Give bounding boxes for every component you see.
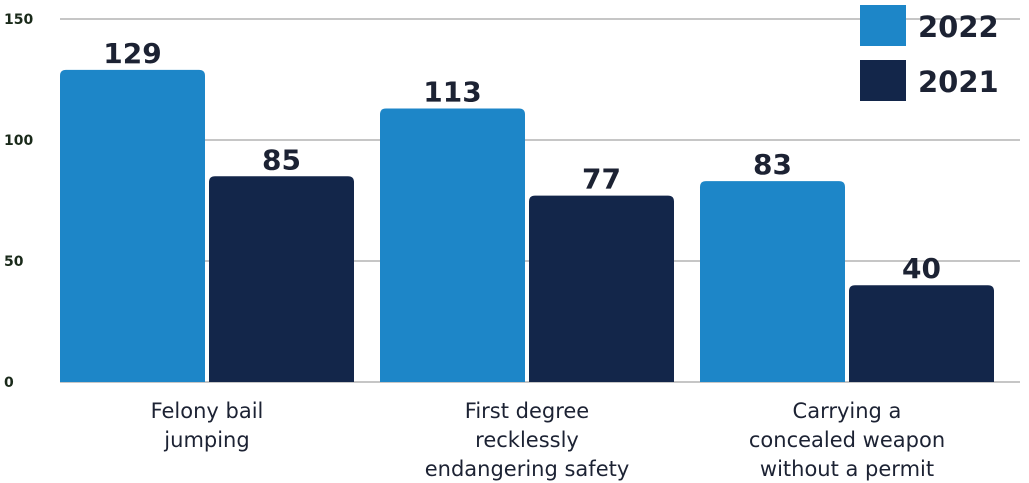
category-label-2-line-0: Carrying a — [793, 399, 902, 423]
category-label-0-line-1: jumping — [163, 428, 249, 452]
category-label-1-line-1: recklessly — [475, 428, 579, 452]
data-label-2022-1: 113 — [423, 76, 481, 109]
legend: 2022 2021 — [860, 5, 999, 101]
bar-2022-1 — [380, 108, 525, 382]
y-tick-label: 50 — [4, 254, 24, 270]
bar-2022-0 — [60, 69, 205, 382]
category-label-1-line-2: endangering safety — [425, 457, 630, 481]
legend-swatch-2022 — [860, 5, 906, 46]
bars — [60, 69, 994, 382]
data-label-2022-2: 83 — [753, 148, 792, 181]
data-labels: 129 85 113 77 83 40 — [103, 37, 941, 285]
data-label-2021-0: 85 — [262, 143, 301, 176]
category-label-0-line-0: Felony bail — [151, 399, 264, 423]
legend-swatch-2021 — [860, 60, 906, 101]
data-label-2022-0: 129 — [103, 37, 161, 70]
y-tick-label: 150 — [4, 12, 33, 28]
y-tick-label: 100 — [4, 133, 33, 149]
bar-2021-2 — [849, 285, 994, 382]
data-label-2021-2: 40 — [902, 252, 941, 285]
category-label-2-line-1: concealed weapon — [749, 428, 945, 452]
bar-2021-1 — [529, 195, 674, 382]
y-tick-label: 0 — [4, 375, 14, 391]
category-label-2-line-2: without a permit — [760, 457, 934, 481]
data-label-2021-1: 77 — [582, 163, 621, 196]
bar-2022-2 — [700, 181, 845, 382]
legend-label-2021: 2021 — [918, 65, 999, 99]
category-label-1-line-0: First degree — [465, 399, 589, 423]
y-axis-tick-labels: 0 50 100 150 — [4, 12, 33, 391]
x-axis-category-labels: Felony bail jumping First degree recklessly… — [151, 399, 946, 481]
bar-2021-0 — [209, 176, 354, 382]
legend-label-2022: 2022 — [918, 10, 999, 44]
